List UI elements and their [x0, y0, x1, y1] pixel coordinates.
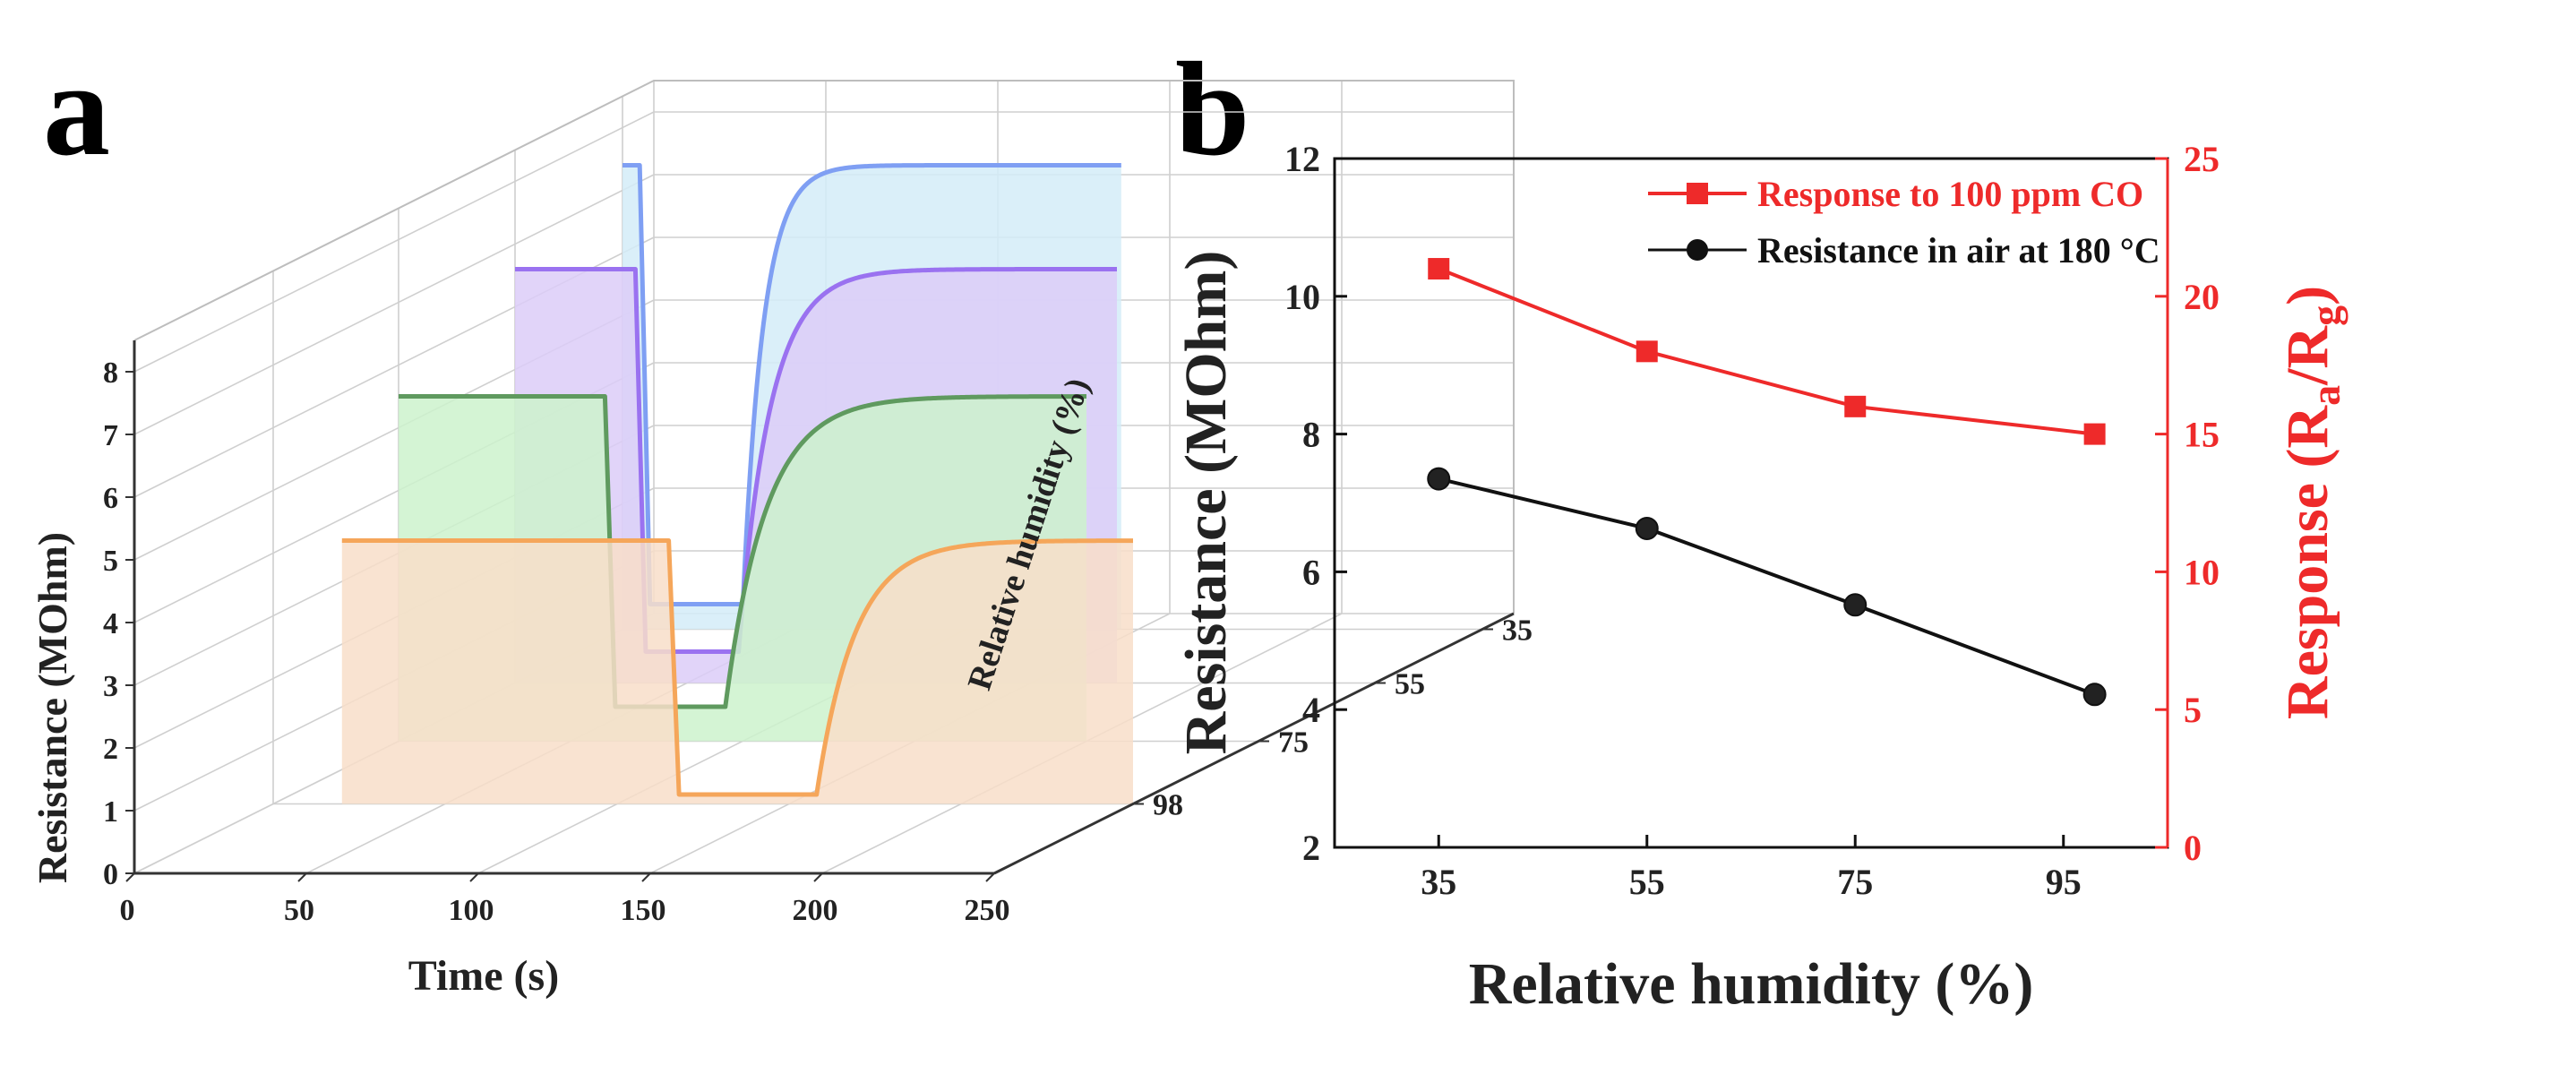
panel-b-x-tick-label: 95	[2046, 862, 2082, 902]
panel-a-box-outline	[133, 80, 1515, 614]
panel-b-right-tick-label: 10	[2184, 552, 2220, 592]
panel-b-legend: Response to 100 ppm CO Resistance in air…	[1648, 174, 2160, 271]
panel-a-series-line-55	[514, 267, 1118, 654]
legend-marker-resistance	[1687, 239, 1708, 261]
panel-a-ticks: 0 50 100 150 200 250 0 1 2 3 4 5 6 7 8 35 55 75 98	[103, 357, 1533, 927]
panel-a-series-line-35	[622, 163, 1122, 606]
panel-b-x-axis-label: Relative humidity (%)	[1469, 951, 2034, 1017]
legend-label-resistance: Resistance in air at 180 °C	[1757, 230, 2160, 271]
panel-b-y-axis-label-left: Resistance (MOhm)	[1173, 251, 1239, 755]
panel-a-y-tick-label: 2	[103, 733, 118, 766]
panel-a-x-tick	[813, 872, 823, 882]
panel-b-response-point	[1636, 340, 1658, 363]
panel-b-y-axis-label-right: Response (Ra/Rg)	[2275, 286, 2348, 719]
panel-b-resistance-point	[1635, 516, 1659, 540]
panel-label-a: a	[43, 35, 110, 184]
panel-b-right-tick-label: 25	[2184, 139, 2220, 179]
panel-a-y-tick-label: 0	[103, 858, 118, 891]
panel-a-series-line-98	[341, 538, 1134, 797]
panel-a-y-tick-label: 6	[103, 482, 118, 515]
panel-b-x-tick-label: 75	[1837, 862, 1873, 902]
panel-a-wall-grid-line	[133, 174, 655, 435]
legend-marker-response	[1687, 183, 1708, 204]
panel-a-wall-grid-line	[133, 111, 655, 373]
panel-a-axes	[133, 340, 1515, 875]
panel-a-x-tick	[985, 872, 995, 882]
panel-b-left-tick-label: 6	[1302, 552, 1320, 592]
panel-b-response-point	[2083, 423, 2106, 445]
panel-a-x-tick	[469, 872, 479, 882]
panel-a-z-tick-label: 55	[1395, 668, 1425, 701]
panel-b-series	[1427, 258, 2107, 707]
panel-a-x-tick-label: 100	[449, 894, 494, 927]
panel-a-x-tick-label: 0	[120, 894, 135, 927]
panel-b-left-tick-label: 10	[1284, 277, 1320, 317]
panel-a-x-tick-label: 150	[621, 894, 666, 927]
panel-a-series-fill-98	[341, 540, 1133, 804]
panel-a-z-axis-line	[993, 612, 1515, 875]
panel-b-right-tick-label: 20	[2184, 277, 2220, 317]
panel-b-right-tick-label: 0	[2184, 828, 2202, 868]
panel-a-y-tick-label: 4	[103, 607, 118, 640]
panel-a-y-tick-label: 3	[103, 670, 118, 703]
panel-a-x-axis-label: Time (s)	[408, 952, 559, 1000]
panel-a-z-tick-label: 75	[1278, 726, 1309, 760]
panel-a-series	[341, 163, 1134, 804]
panel-a-y-tick-label: 5	[103, 545, 118, 578]
panel-a-z-tick-label: 35	[1502, 614, 1533, 648]
legend-label-response: Response to 100 ppm CO	[1757, 174, 2143, 214]
panel-a-x-tick	[297, 872, 307, 882]
panel-a-series-line-75	[398, 394, 1087, 709]
panel-a-y-tick-label: 8	[103, 357, 118, 390]
panel-b-ticks: 2 4 6 8 10 12 0 5 10 15 20 25 35 55 75 95	[1284, 139, 2220, 902]
panel-b-series-line-square	[1438, 267, 2095, 436]
panel-a-y-tick-label: 1	[103, 795, 118, 829]
panel-b-response-point	[1428, 258, 1450, 280]
panel-b-x-tick-label: 55	[1629, 862, 1665, 902]
panel-label-b: b	[1175, 35, 1249, 184]
panel-b-resistance-point	[1843, 593, 1868, 617]
panel-a-x-tick-label: 200	[793, 894, 838, 927]
panel-b-response-point	[1844, 395, 1867, 417]
panel-b-resistance-point	[2082, 683, 2107, 707]
panel-b-left-tick-label: 12	[1284, 139, 1320, 179]
panel-a-z-tick-label: 98	[1153, 789, 1183, 822]
panel-b-right-tick-label: 5	[2184, 690, 2202, 730]
panel-b-left-tick-label: 8	[1302, 415, 1320, 455]
panel-b-x-tick-label: 35	[1421, 862, 1456, 902]
panel-a-y-axis-label: Resistance (MOhm)	[30, 532, 75, 883]
panel-b-resistance-point	[1427, 467, 1451, 491]
panel-a-x-tick-label: 250	[965, 894, 1010, 927]
panel-b-series-line-circle	[1438, 477, 2096, 697]
panel-b-left-tick-label: 2	[1302, 828, 1320, 868]
panel-a-x-tick-label: 50	[284, 894, 314, 927]
panel-b-right-tick-label: 15	[2184, 415, 2220, 455]
panel-b-left-tick-label: 4	[1302, 690, 1320, 730]
panel-a-x-tick	[125, 872, 135, 882]
panel-b-chart: 2 4 6 8 10 12 0 5 10 15 20 25 35 55 75 95 Response to 1…	[1173, 139, 2348, 1017]
panel-a-y-tick-label: 7	[103, 419, 118, 452]
panel-a-x-tick	[641, 872, 651, 882]
